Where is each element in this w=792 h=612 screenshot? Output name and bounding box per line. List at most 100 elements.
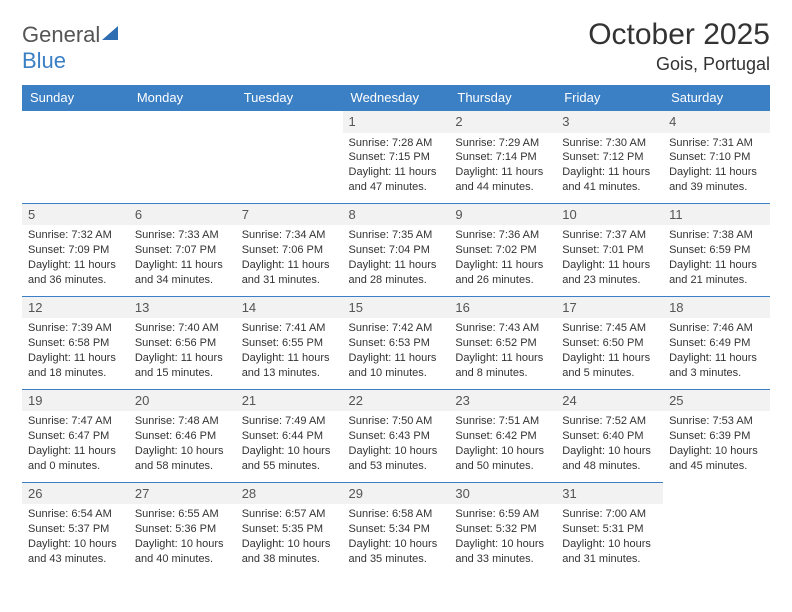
calendar-day-cell: 17Sunrise: 7:45 AMSunset: 6:50 PMDayligh… [556, 296, 663, 389]
sunset-text: Sunset: 5:34 PM [349, 522, 444, 537]
calendar-day-cell [22, 111, 129, 204]
calendar-day-cell: 6Sunrise: 7:33 AMSunset: 7:07 PMDaylight… [129, 203, 236, 296]
calendar-week-row: 1Sunrise: 7:28 AMSunset: 7:15 PMDaylight… [22, 111, 770, 204]
sunrise-text: Sunrise: 7:51 AM [455, 414, 550, 429]
calendar-day-cell: 7Sunrise: 7:34 AMSunset: 7:06 PMDaylight… [236, 203, 343, 296]
daylight-text: Daylight: 11 hours [455, 351, 550, 366]
day-number: 8 [343, 204, 450, 226]
day-number: 16 [449, 297, 556, 319]
daylight-text: and 35 minutes. [349, 552, 444, 567]
daylight-text: and 21 minutes. [669, 273, 764, 288]
calendar-day-cell: 18Sunrise: 7:46 AMSunset: 6:49 PMDayligh… [663, 296, 770, 389]
daylight-text: Daylight: 10 hours [669, 444, 764, 459]
daylight-text: Daylight: 11 hours [242, 258, 337, 273]
calendar-day-cell [129, 111, 236, 204]
day-number: 10 [556, 204, 663, 226]
daylight-text: Daylight: 11 hours [28, 258, 123, 273]
calendar-day-cell: 22Sunrise: 7:50 AMSunset: 6:43 PMDayligh… [343, 389, 450, 482]
sunrise-text: Sunrise: 7:31 AM [669, 136, 764, 151]
day-number: 26 [22, 483, 129, 505]
daylight-text: Daylight: 11 hours [349, 258, 444, 273]
sunrise-text: Sunrise: 6:59 AM [455, 507, 550, 522]
daylight-text: and 26 minutes. [455, 273, 550, 288]
sunrise-text: Sunrise: 7:38 AM [669, 228, 764, 243]
daylight-text: Daylight: 10 hours [242, 537, 337, 552]
sunset-text: Sunset: 7:14 PM [455, 150, 550, 165]
sunset-text: Sunset: 6:58 PM [28, 336, 123, 351]
day-number: 15 [343, 297, 450, 319]
day-number: 7 [236, 204, 343, 226]
logo-text-gray: General [22, 22, 100, 47]
daylight-text: and 38 minutes. [242, 552, 337, 567]
day-number: 14 [236, 297, 343, 319]
sunset-text: Sunset: 6:50 PM [562, 336, 657, 351]
daylight-text: Daylight: 11 hours [562, 165, 657, 180]
calendar-day-cell: 23Sunrise: 7:51 AMSunset: 6:42 PMDayligh… [449, 389, 556, 482]
sunrise-text: Sunrise: 6:58 AM [349, 507, 444, 522]
sunrise-text: Sunrise: 7:47 AM [28, 414, 123, 429]
sunset-text: Sunset: 6:44 PM [242, 429, 337, 444]
daylight-text: Daylight: 10 hours [455, 537, 550, 552]
daylight-text: Daylight: 11 hours [349, 165, 444, 180]
daylight-text: and 33 minutes. [455, 552, 550, 567]
daylight-text: Daylight: 11 hours [562, 351, 657, 366]
daylight-text: and 0 minutes. [28, 459, 123, 474]
sunset-text: Sunset: 7:10 PM [669, 150, 764, 165]
sunrise-text: Sunrise: 7:40 AM [135, 321, 230, 336]
sunset-text: Sunset: 5:35 PM [242, 522, 337, 537]
day-number: 11 [663, 204, 770, 226]
daylight-text: Daylight: 11 hours [455, 165, 550, 180]
sunset-text: Sunset: 7:09 PM [28, 243, 123, 258]
daylight-text: Daylight: 11 hours [135, 351, 230, 366]
sunrise-text: Sunrise: 7:33 AM [135, 228, 230, 243]
daylight-text: Daylight: 11 hours [28, 444, 123, 459]
day-number: 19 [22, 390, 129, 412]
daylight-text: and 34 minutes. [135, 273, 230, 288]
daylight-text: Daylight: 11 hours [135, 258, 230, 273]
calendar-week-row: 26 Sunrise: 6:54 AMSunset: 5:37 PM Dayligh… [22, 482, 770, 574]
calendar-day-cell: 29Sunrise: 6:58 AMSunset: 5:34 PMDayligh… [343, 482, 450, 574]
day-number: 17 [556, 297, 663, 319]
weekday-header-row: Sunday Monday Tuesday Wednesday Thursday… [22, 85, 770, 111]
daylight-text: and 28 minutes. [349, 273, 444, 288]
sunrise-text: Sunrise: 7:36 AM [455, 228, 550, 243]
sunrise-text: Sunrise: 7:48 AM [135, 414, 230, 429]
sunset-text: Sunset: 5:37 PM [28, 522, 123, 537]
sunrise-text: Sunrise: 7:00 AM [562, 507, 657, 522]
daylight-text: Daylight: 11 hours [562, 258, 657, 273]
daylight-text: and 55 minutes. [242, 459, 337, 474]
sunset-text: Sunset: 7:06 PM [242, 243, 337, 258]
day-number: 9 [449, 204, 556, 226]
calendar-day-cell: 9Sunrise: 7:36 AMSunset: 7:02 PMDaylight… [449, 203, 556, 296]
day-number: 6 [129, 204, 236, 226]
day-number: 31 [556, 483, 663, 505]
sail-icon [102, 22, 120, 48]
weekday-header: Saturday [663, 85, 770, 111]
sunset-text: Sunset: 7:12 PM [562, 150, 657, 165]
sunset-text: Sunset: 6:59 PM [669, 243, 764, 258]
sunrise-text: Sunrise: 6:54 AM [28, 507, 123, 522]
day-number: 22 [343, 390, 450, 412]
daylight-text: and 50 minutes. [455, 459, 550, 474]
calendar-day-cell: 27Sunrise: 6:55 AMSunset: 5:36 PMDayligh… [129, 482, 236, 574]
sunset-text: Sunset: 6:53 PM [349, 336, 444, 351]
day-number: 23 [449, 390, 556, 412]
day-number: 20 [129, 390, 236, 412]
calendar-day-cell: 10Sunrise: 7:37 AMSunset: 7:01 PMDayligh… [556, 203, 663, 296]
daylight-text: Daylight: 11 hours [669, 258, 764, 273]
calendar-day-cell: 20Sunrise: 7:48 AMSunset: 6:46 PMDayligh… [129, 389, 236, 482]
calendar-day-cell: 25Sunrise: 7:53 AMSunset: 6:39 PMDayligh… [663, 389, 770, 482]
sunrise-text: Sunrise: 7:50 AM [349, 414, 444, 429]
calendar-day-cell: 21Sunrise: 7:49 AMSunset: 6:44 PMDayligh… [236, 389, 343, 482]
logo: General Blue [22, 18, 120, 74]
day-number: 21 [236, 390, 343, 412]
calendar-day-cell: 11 Sunrise: 7:38 AMSunset: 6:59 PMDayligh… [663, 203, 770, 296]
sunset-text: Sunset: 6:55 PM [242, 336, 337, 351]
daylight-text: Daylight: 10 hours [242, 444, 337, 459]
day-number: 3 [556, 111, 663, 133]
weekday-header: Friday [556, 85, 663, 111]
day-number: 1 [343, 111, 450, 133]
daylight-text: Daylight: 10 hours [455, 444, 550, 459]
sunset-text: Sunset: 5:32 PM [455, 522, 550, 537]
calendar-day-cell: 28Sunrise: 6:57 AMSunset: 5:35 PMDayligh… [236, 482, 343, 574]
